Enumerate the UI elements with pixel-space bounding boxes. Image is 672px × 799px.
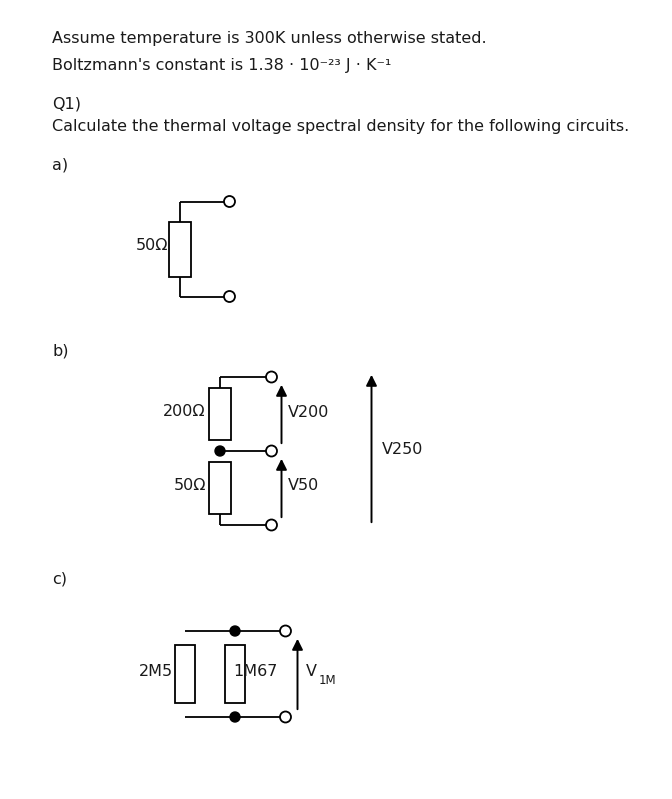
Text: Calculate the thermal voltage spectral density for the following circuits.: Calculate the thermal voltage spectral d… [52, 119, 629, 134]
Text: V200: V200 [288, 404, 329, 419]
Circle shape [280, 711, 291, 722]
Bar [175, 645, 195, 703]
Text: 50Ω: 50Ω [136, 238, 168, 253]
Text: V: V [306, 665, 317, 679]
Text: Assume temperature is 300K unless otherwise stated.: Assume temperature is 300K unless otherw… [52, 31, 487, 46]
Bar [225, 645, 245, 703]
Bar [209, 388, 231, 440]
Circle shape [266, 446, 277, 456]
Circle shape [224, 196, 235, 207]
Text: Q1): Q1) [52, 96, 81, 111]
Bar [169, 221, 191, 276]
Text: 1M67: 1M67 [233, 665, 278, 679]
Circle shape [224, 291, 235, 302]
Text: V250: V250 [382, 442, 423, 456]
Text: 2M5: 2M5 [139, 665, 173, 679]
Text: Boltzmann's constant is 1.38 · 10⁻²³ J · K⁻¹: Boltzmann's constant is 1.38 · 10⁻²³ J ·… [52, 58, 391, 73]
Bar [209, 462, 231, 514]
Circle shape [266, 372, 277, 383]
Circle shape [280, 626, 291, 637]
Circle shape [230, 626, 240, 636]
Text: V50: V50 [288, 479, 319, 494]
Text: a): a) [52, 157, 68, 172]
Text: c): c) [52, 572, 67, 587]
Circle shape [266, 519, 277, 531]
Circle shape [215, 446, 225, 456]
Circle shape [230, 712, 240, 722]
Text: b): b) [52, 344, 69, 359]
Text: 200Ω: 200Ω [163, 403, 206, 419]
Text: 50Ω: 50Ω [173, 478, 206, 492]
Text: 1M: 1M [319, 674, 336, 686]
